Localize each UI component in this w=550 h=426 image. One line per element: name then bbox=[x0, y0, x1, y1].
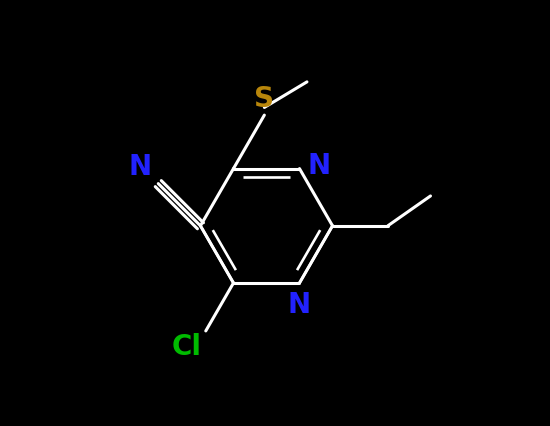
Text: N: N bbox=[129, 153, 152, 181]
Text: N: N bbox=[307, 153, 331, 181]
Text: Cl: Cl bbox=[172, 333, 201, 361]
Text: N: N bbox=[288, 291, 311, 319]
Text: S: S bbox=[254, 85, 274, 113]
